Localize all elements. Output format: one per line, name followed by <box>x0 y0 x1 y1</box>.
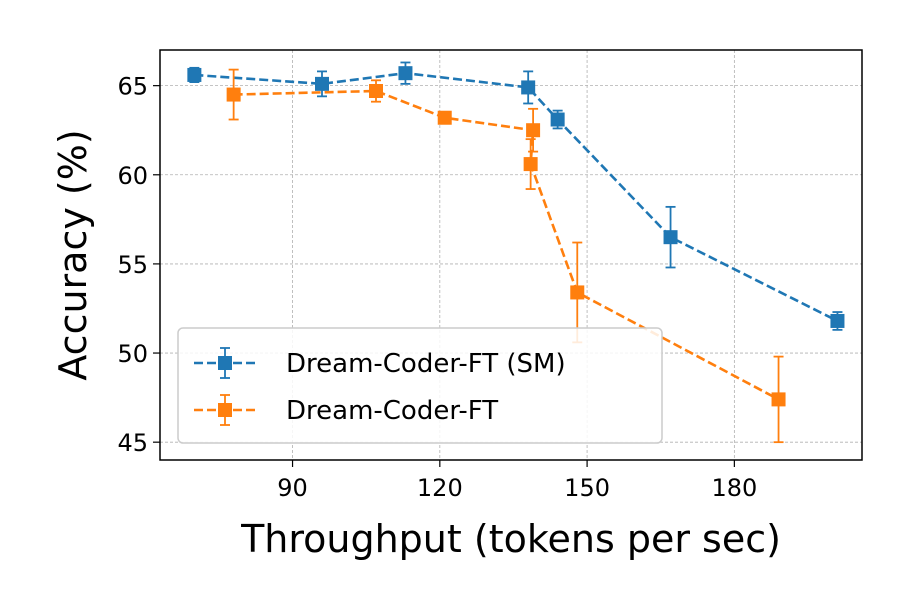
data-point-1-5 <box>570 285 585 300</box>
data-point-1-3 <box>526 123 541 138</box>
x-tick-label-120: 120 <box>417 474 463 502</box>
y-tick-label-65: 65 <box>117 73 148 101</box>
data-point-0-2 <box>398 66 413 81</box>
y-tick-label-60: 60 <box>117 162 148 190</box>
series-layer <box>187 61 845 444</box>
data-point-1-2 <box>437 110 452 125</box>
data-point-0-4 <box>550 112 565 127</box>
data-point-0-3 <box>521 80 536 95</box>
legend-label-dream-coder-ft-sm: Dream-Coder-FT (SM) <box>286 349 566 379</box>
axis-ticks: 90 120 150 180 45 50 55 60 65 <box>117 73 757 502</box>
legend-box <box>177 327 663 444</box>
series-1 <box>226 68 786 444</box>
x-tick-label-90: 90 <box>277 474 308 502</box>
data-point-1-4 <box>523 157 538 172</box>
legend-entry-dream-coder-ft <box>194 394 256 426</box>
data-point-0-6 <box>830 313 845 328</box>
y-tick-label-45: 45 <box>117 429 148 457</box>
plot-area-frame <box>159 49 863 461</box>
y-tick-label-55: 55 <box>117 251 148 279</box>
legend: Dream-Coder-FT (SM) Dream-Coder-FT <box>177 327 663 444</box>
data-point-1-0 <box>226 87 241 102</box>
y-tick-label-50: 50 <box>117 340 148 368</box>
y-axis-label: Accuracy (%) <box>51 129 95 380</box>
legend-label-dream-coder-ft: Dream-Coder-FT <box>286 396 498 426</box>
data-point-1-1 <box>369 84 383 98</box>
series-0 <box>187 61 845 331</box>
data-point-0-1 <box>315 76 329 91</box>
data-point-0-5 <box>663 230 678 245</box>
legend-marker-0 <box>218 356 232 370</box>
x-axis-label: Throughput (tokens per sec) <box>240 517 781 561</box>
legend-marker-1 <box>218 403 232 417</box>
series-line-0 <box>194 71 839 323</box>
data-point-0-0 <box>187 67 202 82</box>
legend-entry-dream-coder-ft-sm <box>194 347 256 379</box>
x-tick-label-150: 150 <box>564 474 610 502</box>
x-tick-label-180: 180 <box>711 474 757 502</box>
data-point-1-6 <box>771 392 786 407</box>
